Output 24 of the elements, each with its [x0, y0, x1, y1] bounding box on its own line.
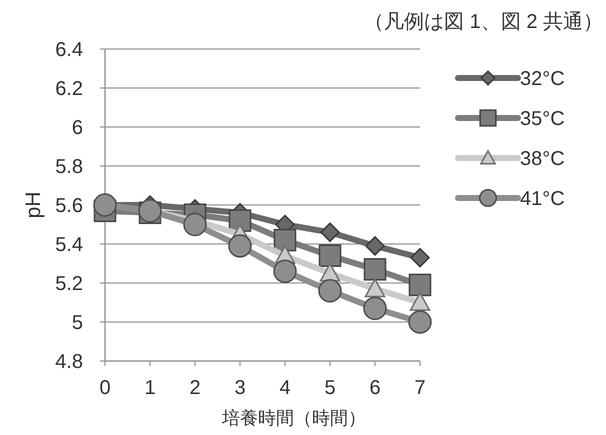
y-axis-title: pH	[22, 192, 45, 218]
x-axis-title: 培養時間（時間）	[221, 408, 366, 428]
x-tick-label: 5	[324, 377, 336, 399]
x-tick-label: 0	[99, 377, 111, 399]
y-tick-label: 6	[72, 117, 83, 139]
y-tick-label: 6.4	[55, 39, 83, 61]
text: （凡例は図 1、図 2 共通）	[364, 11, 603, 33]
y-tick-label: 4.8	[55, 351, 83, 373]
x-tick-label: 3	[234, 377, 246, 399]
y-tick-label: 5.2	[55, 273, 83, 295]
legend-label: 32°C	[520, 68, 565, 90]
legend-label: 38°C	[520, 148, 565, 170]
y-tick-label: 5	[72, 312, 83, 334]
y-tick-label: 5.6	[55, 195, 83, 217]
y-tick-label: 6.2	[55, 78, 83, 100]
x-tick-label: 4	[279, 377, 291, 399]
x-tick-label: 2	[189, 377, 201, 399]
legend-label: 41°C	[520, 188, 565, 210]
x-tick-label: 1	[144, 377, 156, 399]
legend-label: 35°C	[520, 108, 565, 130]
x-tick-label: 7	[414, 377, 426, 399]
y-tick-label: 5.4	[55, 234, 83, 256]
x-tick-label: 6	[369, 377, 381, 399]
y-tick-label: 5.8	[55, 156, 83, 178]
